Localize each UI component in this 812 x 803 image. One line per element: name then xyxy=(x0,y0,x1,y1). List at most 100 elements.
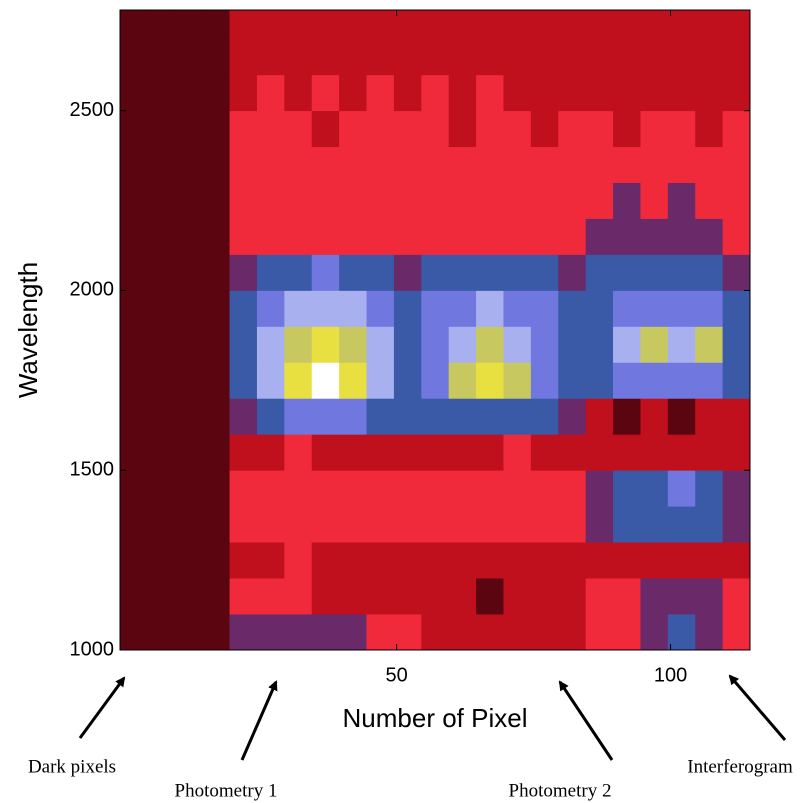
heatmap-cell xyxy=(613,182,641,219)
heatmap-cell xyxy=(147,182,176,219)
heatmap-cell xyxy=(229,182,258,219)
heatmap-cell xyxy=(558,38,587,76)
heatmap-cell xyxy=(393,614,422,650)
heatmap-cell xyxy=(503,38,532,76)
heatmap-cell xyxy=(667,254,696,291)
heatmap-cell xyxy=(229,434,258,471)
heatmap-cell xyxy=(393,578,422,615)
heatmap-cell xyxy=(202,110,230,148)
heatmap-cell xyxy=(476,290,504,327)
heatmap-cell xyxy=(695,470,724,507)
heatmap-cell xyxy=(667,146,696,183)
annotation: Photometry 1 xyxy=(175,780,278,801)
heatmap-cell xyxy=(640,254,669,291)
heatmap-cell xyxy=(613,10,641,40)
heatmap-cell xyxy=(530,542,559,579)
heatmap-cell xyxy=(558,542,587,579)
heatmap-cell xyxy=(120,434,148,471)
heatmap-cell xyxy=(202,578,230,615)
heatmap-cell xyxy=(530,218,559,255)
heatmap-cell xyxy=(613,326,641,363)
heatmap-cell xyxy=(503,10,532,40)
heatmap-cell xyxy=(366,434,395,471)
heatmap-cell xyxy=(585,614,614,650)
heatmap-cell xyxy=(640,398,669,435)
heatmap-cell xyxy=(256,182,285,219)
heatmap-cell xyxy=(585,434,614,471)
heatmap-cell xyxy=(695,578,724,615)
heatmap-cell xyxy=(503,182,532,219)
heatmap-cell xyxy=(476,10,504,40)
heatmap-cell xyxy=(476,254,504,291)
heatmap-cell xyxy=(476,434,504,471)
heatmap-cell xyxy=(585,326,614,363)
heatmap-cell xyxy=(667,362,696,399)
heatmap-cell xyxy=(256,290,285,327)
heatmap-cell xyxy=(339,326,367,363)
heatmap-cell xyxy=(476,146,504,183)
heatmap-cell xyxy=(311,326,340,363)
heatmap-cell xyxy=(722,110,750,148)
heatmap-cell xyxy=(640,146,669,183)
heatmap-cell xyxy=(640,470,669,507)
heatmap-cell xyxy=(393,254,422,291)
heatmap-cell xyxy=(256,578,285,615)
annotation-arrow xyxy=(558,680,614,761)
heatmap-cell xyxy=(695,542,724,579)
heatmap-cell xyxy=(613,506,641,543)
heatmap-cell xyxy=(558,578,587,615)
plot-frame xyxy=(119,9,751,651)
heatmap-cell xyxy=(530,398,559,435)
heatmap-cell xyxy=(722,218,750,255)
heatmap-cell xyxy=(339,290,367,327)
heatmap-cell xyxy=(558,326,587,363)
heatmap-cell xyxy=(448,182,477,219)
heatmap-cell xyxy=(120,362,148,399)
heatmap-cell xyxy=(174,74,203,112)
heatmap-cell xyxy=(147,254,176,291)
heatmap-cell xyxy=(585,74,614,112)
heatmap-cell xyxy=(695,38,724,76)
heatmap-cell xyxy=(613,398,641,435)
heatmap-cell xyxy=(229,74,258,112)
heatmap-cell xyxy=(476,38,504,76)
heatmap-cell xyxy=(695,10,724,40)
heatmap-cell xyxy=(722,362,750,399)
heatmap-cell xyxy=(695,110,724,148)
heatmap-cell xyxy=(339,182,367,219)
heatmap-cell xyxy=(147,398,176,435)
heatmap-cell xyxy=(174,398,203,435)
heatmap-cell xyxy=(229,146,258,183)
heatmap-cell xyxy=(558,218,587,255)
heatmap-cell xyxy=(613,38,641,76)
heatmap-cell xyxy=(366,38,395,76)
heatmap-cell xyxy=(256,434,285,471)
heatmap-cell xyxy=(229,398,258,435)
heatmap-cell xyxy=(339,146,367,183)
heatmap-cell xyxy=(202,38,230,76)
heatmap-cell xyxy=(585,542,614,579)
heatmap-cell xyxy=(311,506,340,543)
heatmap-cell xyxy=(366,470,395,507)
heatmap-cell xyxy=(503,434,532,471)
heatmap-cell xyxy=(503,254,532,291)
heatmap-cell xyxy=(366,10,395,40)
heatmap-cell xyxy=(284,146,313,183)
heatmap-cell xyxy=(585,290,614,327)
heatmap-cell xyxy=(311,578,340,615)
heatmap-cell xyxy=(147,110,176,148)
heatmap-cell xyxy=(120,470,148,507)
x-tick-label: 50 xyxy=(386,664,408,686)
heatmap-cell xyxy=(667,326,696,363)
heatmap-cell xyxy=(421,110,450,148)
heatmap-cell xyxy=(421,434,450,471)
heatmap-cell xyxy=(640,74,669,112)
heatmap-cell xyxy=(530,614,559,650)
heatmap-cell xyxy=(393,398,422,435)
heatmap-cell xyxy=(174,326,203,363)
heatmap-cell xyxy=(585,362,614,399)
heatmap-cell xyxy=(530,182,559,219)
heatmap-cell xyxy=(503,506,532,543)
heatmap-cell xyxy=(311,614,340,650)
heatmap-cell xyxy=(722,542,750,579)
